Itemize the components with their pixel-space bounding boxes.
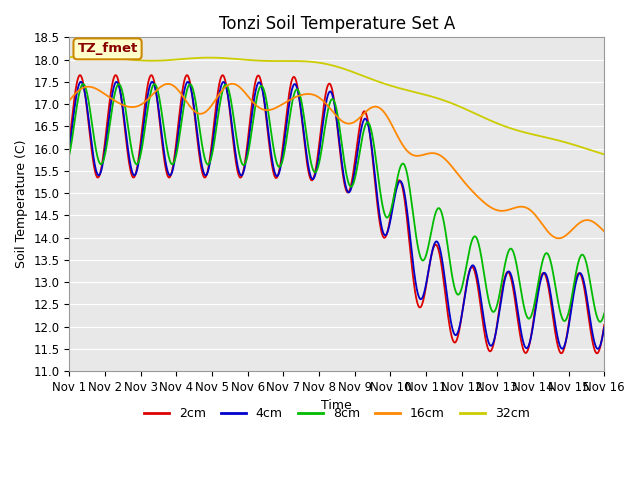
Y-axis label: Soil Temperature (C): Soil Temperature (C) [15, 140, 28, 268]
Title: Tonzi Soil Temperature Set A: Tonzi Soil Temperature Set A [219, 15, 455, 33]
X-axis label: Time: Time [321, 399, 352, 412]
Text: TZ_fmet: TZ_fmet [77, 42, 138, 55]
Legend: 2cm, 4cm, 8cm, 16cm, 32cm: 2cm, 4cm, 8cm, 16cm, 32cm [139, 402, 535, 425]
